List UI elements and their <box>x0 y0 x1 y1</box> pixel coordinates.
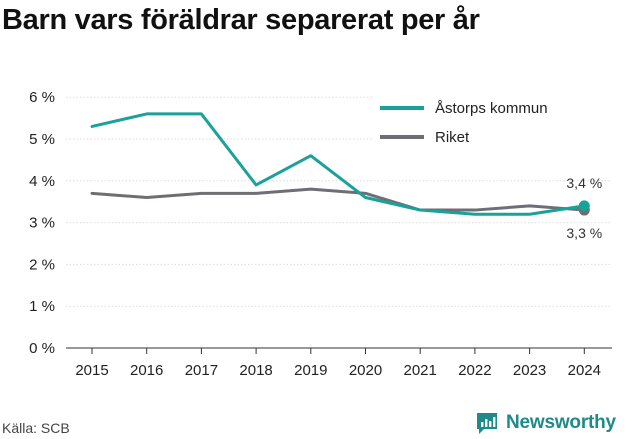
x-tick-label: 2021 <box>404 362 437 379</box>
legend-label-astorp: Åstorps kommun <box>435 100 548 117</box>
x-tick-label: 2018 <box>239 362 272 379</box>
source-note: Källa: SCB <box>2 420 70 436</box>
series-line-riket <box>90 187 586 212</box>
x-tick-label: 2020 <box>349 362 382 379</box>
x-tick-label: 2016 <box>130 362 163 379</box>
y-tick-label: 0 % <box>29 340 55 357</box>
legend-background <box>372 92 612 152</box>
x-axis: 2015 2016 2017 2018 2019 2020 2021 2022 2023 2024 <box>66 347 612 379</box>
brand-logo[interactable]: Newsworthy <box>474 408 616 438</box>
y-tick-label: 2 % <box>29 256 55 273</box>
chart-title: Barn vars föräldrar separerat per år <box>2 4 480 36</box>
end-label-riket: 3,3 % <box>566 225 602 241</box>
y-axis-tick-labels: 0 % 1 % 2 % 3 % 4 % 5 % 6 % <box>29 89 55 357</box>
y-tick-label: 4 % <box>29 173 55 190</box>
brand-name: Newsworthy <box>506 412 616 433</box>
y-tick-label: 1 % <box>29 298 55 315</box>
end-label-astorp: 3,4 % <box>566 175 602 191</box>
series-lines <box>90 112 586 216</box>
y-tick-label: 5 % <box>29 131 55 148</box>
x-tick-label: 2024 <box>568 362 601 379</box>
end-point-astorp <box>578 200 590 212</box>
y-tick-label: 3 % <box>29 215 55 232</box>
legend-label-riket: Riket <box>435 129 470 146</box>
y-tick-label: 6 % <box>29 89 55 106</box>
legend: Åstorps kommun Riket <box>372 92 612 152</box>
newsworthy-logo-icon <box>477 413 497 434</box>
series-line-astorp <box>90 112 586 216</box>
x-tick-label: 2023 <box>513 362 546 379</box>
x-tick-label: 2017 <box>185 362 218 379</box>
x-tick-label: 2022 <box>458 362 491 379</box>
x-tick-label: 2015 <box>75 362 108 379</box>
end-markers: 3,4 % 3,3 % <box>566 175 602 241</box>
x-tick-label: 2019 <box>294 362 327 379</box>
